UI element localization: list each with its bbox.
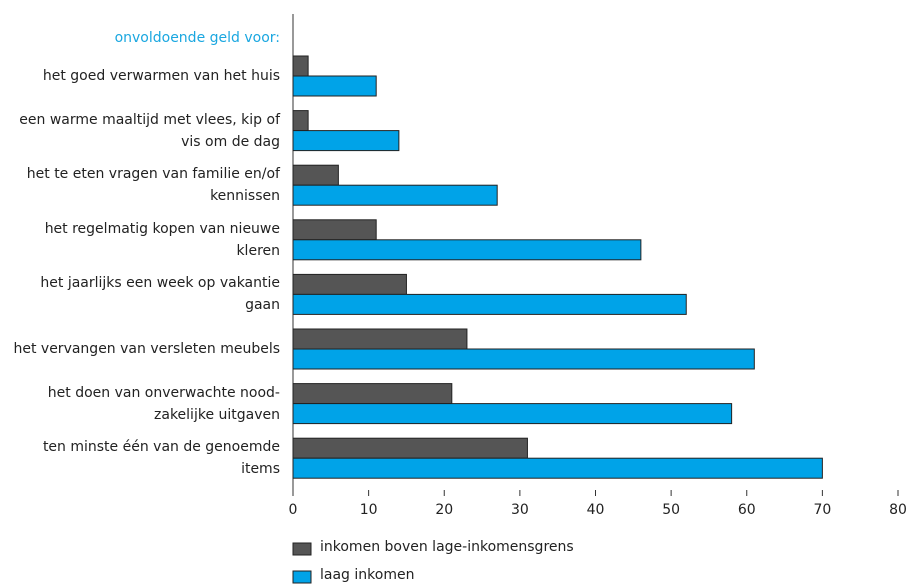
subtitle: onvoldoende geld voor: [114,30,280,46]
category-label: het regelmatig kopen van nieuwe kleren [44,220,280,259]
category-label: het goed verwarmen van het huis [42,68,280,84]
category-label: het jaarlijks een week op vakantie gaan [40,275,280,314]
x-tick-label: 70 [813,502,831,518]
category-label: het te eten vragen van familie en/of ken… [26,166,280,205]
x-tick-label: 80 [889,502,907,518]
x-tick-label: 0 [289,502,298,518]
bar [292,383,453,405]
bar [292,348,755,370]
bar [292,457,823,479]
x-tick-label: 10 [360,502,378,518]
bar [292,164,339,186]
bar [292,239,642,261]
bar [292,130,400,152]
bar [292,403,733,425]
x-tick-label: 60 [738,502,756,518]
bar [292,75,377,97]
bar [292,110,309,132]
x-tick-label: 40 [587,502,605,518]
legend-swatch [292,570,312,584]
x-tick-label: 20 [435,502,453,518]
x-tick-label: 30 [511,502,529,518]
legend-label: laag inkomen [320,567,415,583]
bar [292,273,407,295]
category-label: het doen van onverwachte nood-zakelijke … [47,384,280,423]
bar [292,437,528,459]
bar [292,293,687,315]
bar [292,328,468,350]
category-label: ten minste één van de genoemde items [42,439,280,478]
category-label: het vervangen van versleten meubels [13,341,280,357]
bar [292,184,498,206]
bar [292,55,309,77]
legend-label: inkomen boven lage-inkomensgrens [320,539,574,555]
x-tick-label: 50 [662,502,680,518]
category-label: een warme maaltijd met vlees, kip of vis… [19,111,280,150]
legend-swatch [292,542,312,556]
bar [292,219,377,241]
